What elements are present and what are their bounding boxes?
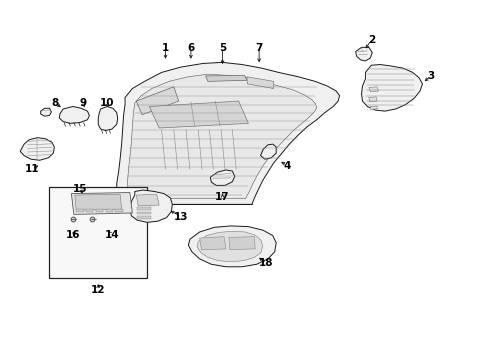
Polygon shape (199, 237, 225, 250)
Polygon shape (130, 190, 172, 222)
Text: 11: 11 (25, 164, 40, 174)
Text: 15: 15 (72, 184, 87, 194)
Text: 7: 7 (255, 43, 262, 53)
Polygon shape (137, 212, 151, 215)
Polygon shape (41, 108, 51, 116)
Polygon shape (136, 87, 178, 115)
Text: 16: 16 (65, 230, 80, 239)
Polygon shape (368, 87, 378, 92)
Polygon shape (105, 210, 113, 212)
Polygon shape (86, 210, 93, 212)
Polygon shape (96, 210, 103, 212)
Polygon shape (210, 170, 234, 185)
Text: 18: 18 (259, 258, 273, 268)
Polygon shape (149, 101, 248, 128)
Text: 9: 9 (79, 98, 86, 108)
Text: 2: 2 (367, 35, 374, 45)
Text: 13: 13 (174, 212, 188, 221)
Polygon shape (117, 62, 339, 204)
Polygon shape (188, 226, 276, 267)
Text: 17: 17 (215, 192, 229, 202)
Polygon shape (205, 75, 246, 81)
Text: 5: 5 (219, 43, 226, 53)
Text: 10: 10 (100, 98, 114, 108)
Polygon shape (75, 194, 122, 210)
Polygon shape (355, 47, 371, 61)
Text: 3: 3 (427, 71, 433, 81)
Text: 8: 8 (52, 98, 59, 108)
Polygon shape (115, 210, 122, 212)
Polygon shape (137, 207, 151, 210)
Polygon shape (127, 74, 316, 199)
Polygon shape (136, 194, 159, 206)
Polygon shape (98, 107, 118, 131)
Text: 1: 1 (162, 43, 169, 53)
Polygon shape (228, 237, 255, 249)
Text: 12: 12 (91, 285, 105, 296)
Text: 4: 4 (283, 161, 290, 171)
Polygon shape (20, 138, 54, 160)
Polygon shape (368, 97, 376, 102)
Polygon shape (361, 64, 422, 111)
Polygon shape (59, 107, 89, 123)
Polygon shape (76, 210, 83, 212)
Polygon shape (71, 193, 132, 215)
Polygon shape (260, 144, 276, 159)
Text: 6: 6 (187, 43, 194, 53)
Text: 14: 14 (104, 230, 119, 239)
Bar (49, 187, 147, 278)
Polygon shape (137, 216, 151, 219)
Polygon shape (197, 231, 262, 262)
Polygon shape (369, 106, 376, 109)
Polygon shape (246, 77, 273, 89)
